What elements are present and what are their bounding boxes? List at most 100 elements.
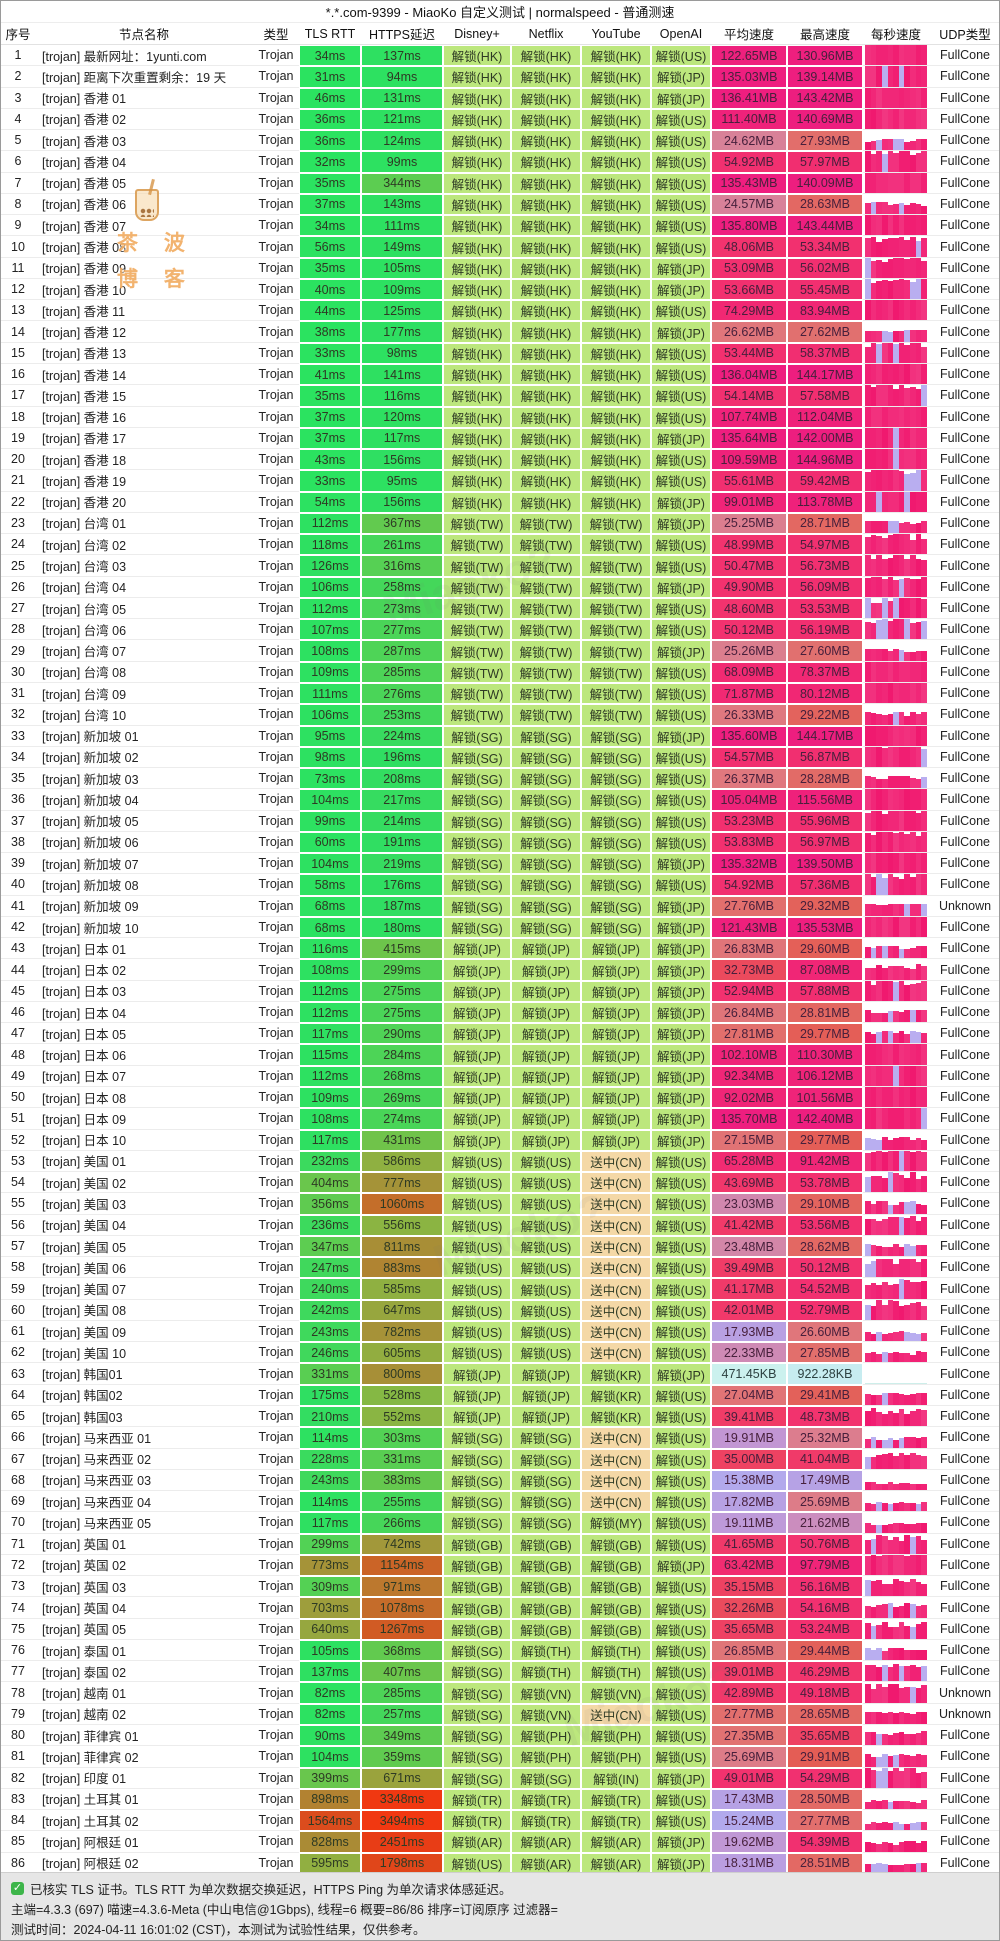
cell-https-latency: 1154ms xyxy=(361,1554,443,1577)
speed-sparkline xyxy=(863,300,929,322)
cell-avg-speed: 135.60MB xyxy=(711,725,787,747)
table-row: 5 [trojan] 香港 03 Trojan 36ms 124ms 解锁(HK) 解锁(H… xyxy=(1,130,999,152)
cell-avg-speed: 68.09MB xyxy=(711,661,787,683)
cell-https-latency: 276ms xyxy=(361,682,443,705)
cell-index: 18 xyxy=(1,406,35,428)
cell-index: 43 xyxy=(1,938,35,960)
cell-openai: 解锁(US) xyxy=(651,619,711,641)
cell-max-speed: 59.42MB xyxy=(787,470,863,492)
cell-openai: 解锁(US) xyxy=(651,470,711,492)
cell-node-name: [trojan] 韩国01 xyxy=(35,1363,253,1385)
cell-type: Trojan xyxy=(253,1023,299,1045)
cell-https-latency: 2451ms xyxy=(361,1831,443,1853)
cell-netflix: 解锁(HK) xyxy=(511,470,581,492)
cell-index: 75 xyxy=(1,1618,35,1640)
cell-netflix: 解锁(TW) xyxy=(511,555,581,577)
cell-udp-type: FullCone xyxy=(929,619,999,641)
cell-youtube: 解锁(HK) xyxy=(581,321,651,343)
cell-https-latency: 605ms xyxy=(361,1342,443,1364)
cell-openai: 解锁(US) xyxy=(651,555,711,577)
cell-disney: 解锁(SG) xyxy=(443,895,511,917)
cell-avg-speed: 24.57MB xyxy=(711,193,787,216)
cell-youtube: 解锁(JP) xyxy=(581,1065,651,1088)
speed-sparkline xyxy=(863,1852,929,1874)
cell-udp-type: FullCone xyxy=(929,1023,999,1045)
cell-openai: 解锁(US) xyxy=(651,746,711,769)
cell-node-name: [trojan] 香港 18 xyxy=(35,449,253,471)
speed-sparkline xyxy=(863,1320,929,1343)
cell-netflix: 解锁(HK) xyxy=(511,151,581,173)
cell-index: 5 xyxy=(1,130,35,152)
cell-node-name: [trojan] 韩国03 xyxy=(35,1406,253,1428)
cell-index: 45 xyxy=(1,980,35,1002)
cell-udp-type: FullCone xyxy=(929,1001,999,1024)
cell-netflix: 解锁(SG) xyxy=(511,874,581,896)
cell-index: 24 xyxy=(1,534,35,556)
cell-avg-speed: 25.26MB xyxy=(711,640,787,662)
cell-node-name: [trojan] 越南 01 xyxy=(35,1682,253,1704)
cell-udp-type: FullCone xyxy=(929,1448,999,1470)
cell-index: 14 xyxy=(1,321,35,343)
cell-https-latency: 782ms xyxy=(361,1320,443,1343)
cell-udp-type: FullCone xyxy=(929,916,999,939)
table-row: 38 [trojan] 新加坡 06 Trojan 60ms 191ms 解锁(SG) 解锁… xyxy=(1,831,999,854)
cell-openai: 解锁(US) xyxy=(651,789,711,811)
cell-max-speed: 97.79MB xyxy=(787,1554,863,1577)
cell-avg-speed: 27.04MB xyxy=(711,1384,787,1406)
cell-netflix: 解锁(SG) xyxy=(511,853,581,875)
cell-tls-rtt: 41ms xyxy=(299,363,361,386)
cell-openai: 解锁(US) xyxy=(651,1746,711,1768)
cell-netflix: 解锁(TW) xyxy=(511,512,581,535)
cell-youtube: 解锁(SG) xyxy=(581,768,651,790)
cell-disney: 解锁(HK) xyxy=(443,278,511,301)
cell-avg-speed: 49.01MB xyxy=(711,1767,787,1789)
cell-https-latency: 98ms xyxy=(361,342,443,364)
cell-udp-type: FullCone xyxy=(929,640,999,662)
cell-netflix: 解锁(TR) xyxy=(511,1810,581,1832)
cell-https-latency: 316ms xyxy=(361,555,443,577)
cell-node-name: [trojan] 菲律宾 01 xyxy=(35,1724,253,1747)
cell-avg-speed: 19.11MB xyxy=(711,1512,787,1534)
cell-type: Trojan xyxy=(253,619,299,641)
cell-https-latency: 255ms xyxy=(361,1491,443,1513)
cell-openai: 解锁(JP) xyxy=(651,1831,711,1853)
cell-type: Trojan xyxy=(253,576,299,598)
table-row: 25 [trojan] 台湾 03 Trojan 126ms 316ms 解锁(TW) 解锁… xyxy=(1,555,999,577)
cell-node-name: [trojan] 美国 09 xyxy=(35,1320,253,1343)
cell-index: 49 xyxy=(1,1065,35,1088)
speed-sparkline xyxy=(863,640,929,662)
cell-index: 54 xyxy=(1,1172,35,1194)
cell-netflix: 解锁(GB) xyxy=(511,1576,581,1598)
cell-index: 66 xyxy=(1,1427,35,1449)
cell-avg-speed: 25.69MB xyxy=(711,1746,787,1768)
cell-https-latency: 777ms xyxy=(361,1172,443,1194)
cell-index: 3 xyxy=(1,87,35,109)
cell-index: 80 xyxy=(1,1724,35,1747)
cell-netflix: 解锁(SG) xyxy=(511,725,581,747)
cell-youtube: 送中(CN) xyxy=(581,1342,651,1364)
cell-https-latency: 415ms xyxy=(361,938,443,960)
table-row: 85 [trojan] 阿根廷 01 Trojan 828ms 2451ms 解锁(AR)… xyxy=(1,1831,999,1853)
cell-youtube: 解锁(KR) xyxy=(581,1384,651,1406)
cell-https-latency: 224ms xyxy=(361,725,443,747)
cell-udp-type: FullCone xyxy=(929,257,999,279)
cell-youtube: 解锁(GB) xyxy=(581,1576,651,1598)
cell-index: 47 xyxy=(1,1023,35,1045)
cell-youtube: 送中(CN) xyxy=(581,1448,651,1470)
cell-netflix: 解锁(TH) xyxy=(511,1639,581,1662)
cell-disney: 解锁(HK) xyxy=(443,215,511,237)
cell-disney: 解锁(US) xyxy=(443,1852,511,1874)
cell-tls-rtt: 43ms xyxy=(299,449,361,471)
cell-openai: 解锁(US) xyxy=(651,1810,711,1832)
cell-type: Trojan xyxy=(253,831,299,854)
table-row: 76 [trojan] 泰国 01 Trojan 105ms 368ms 解锁(SG) 解锁… xyxy=(1,1639,999,1662)
cell-udp-type: FullCone xyxy=(929,534,999,556)
cell-netflix: 解锁(US) xyxy=(511,1214,581,1236)
cell-openai: 解锁(JP) xyxy=(651,1023,711,1045)
cell-avg-speed: 43.69MB xyxy=(711,1172,787,1194)
cell-max-speed: 46.29MB xyxy=(787,1661,863,1683)
cell-node-name: [trojan] 香港 03 xyxy=(35,130,253,152)
cell-openai: 解锁(US) xyxy=(651,874,711,896)
cell-https-latency: 125ms xyxy=(361,300,443,322)
table-row: 20 [trojan] 香港 18 Trojan 43ms 156ms 解锁(HK) 解锁(… xyxy=(1,449,999,471)
